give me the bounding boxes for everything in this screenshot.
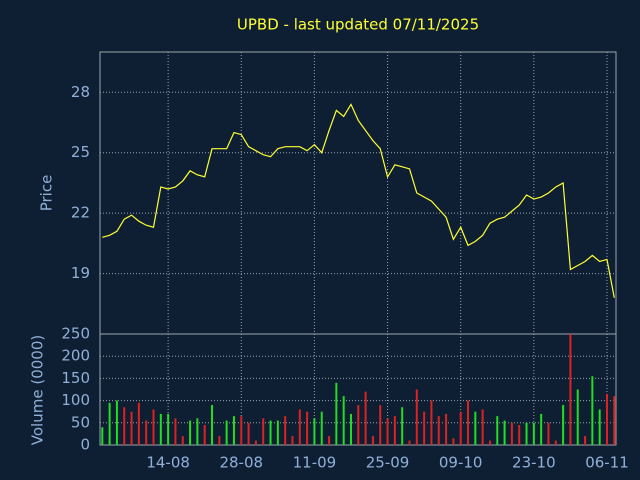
x-tick-label: 06-11	[585, 454, 629, 472]
volume-bar	[525, 422, 528, 445]
volume-bar	[342, 396, 345, 445]
volume-axis-label: Volume (0000)	[29, 335, 47, 445]
price-axis-label: Price	[38, 175, 56, 212]
volume-bar	[576, 389, 579, 445]
volume-bar	[225, 420, 228, 445]
volume-bar	[474, 411, 477, 445]
volume-bar	[181, 436, 184, 445]
volume-bar	[203, 425, 206, 445]
y-tick-label: 250	[61, 325, 90, 343]
volume-bar	[115, 400, 118, 445]
volume-bar	[598, 409, 601, 445]
volume-bar	[349, 413, 352, 445]
x-tick-label: 28-08	[219, 454, 263, 472]
y-tick-label: 22	[71, 204, 90, 222]
volume-bar	[313, 418, 316, 445]
volume-bar	[262, 418, 265, 445]
volume-bar	[101, 427, 104, 445]
volume-bar	[254, 440, 257, 445]
volume-bar	[437, 416, 440, 445]
volume-bar	[452, 438, 455, 445]
volume-bar	[547, 422, 550, 445]
y-tick-label: 0	[80, 436, 90, 454]
volume-bar	[247, 422, 250, 445]
volume-bar	[328, 436, 331, 445]
volume-bar	[306, 411, 309, 445]
volume-bar	[320, 411, 323, 445]
volume-bar	[335, 382, 338, 445]
volume-bar	[584, 436, 587, 445]
volume-bar	[291, 436, 294, 445]
volume-bar	[481, 409, 484, 445]
volume-bar	[408, 440, 411, 445]
x-tick-label: 25-09	[366, 454, 410, 472]
price-line	[102, 103, 615, 298]
volume-bar	[605, 393, 608, 445]
volume-bar	[591, 376, 594, 445]
volume-bar	[393, 416, 396, 445]
volume-bar	[401, 407, 404, 445]
x-tick-label: 09-10	[439, 454, 483, 472]
volume-bar	[423, 411, 426, 445]
volume-bar	[613, 396, 616, 445]
volume-bar	[211, 405, 214, 445]
y-tick-label: 150	[61, 369, 90, 387]
volume-bar	[298, 409, 301, 445]
volume-bar	[159, 413, 162, 445]
volume-bar	[123, 407, 126, 445]
y-tick-label: 25	[71, 143, 90, 161]
volume-bar	[276, 420, 279, 445]
volume-bar	[488, 440, 491, 445]
volume-bar	[189, 420, 192, 445]
volume-bar	[108, 402, 111, 445]
y-tick-label: 19	[71, 264, 90, 282]
y-tick-label: 100	[61, 391, 90, 409]
volume-bar	[430, 400, 433, 445]
volume-bar	[137, 402, 140, 445]
chart-title: UPBD - last updated 07/11/2025	[237, 16, 479, 34]
volume-bar	[562, 405, 565, 445]
x-tick-label: 23-10	[512, 454, 556, 472]
volume-bar	[554, 440, 557, 445]
price-frame	[99, 51, 617, 335]
volume-bar	[379, 405, 382, 445]
volume-bar	[232, 416, 235, 445]
volume-bar	[218, 436, 221, 445]
volume-bar	[240, 416, 243, 445]
volume-bar	[152, 409, 155, 445]
x-tick-label: 11-09	[293, 454, 337, 472]
volume-bar	[459, 411, 462, 445]
volume-bar	[415, 389, 418, 445]
volume-bar	[518, 425, 521, 445]
volume-bar	[167, 413, 170, 445]
volume-bar	[569, 334, 572, 445]
y-tick-label: 200	[61, 347, 90, 365]
y-tick-label: 50	[71, 413, 90, 431]
volume-bar	[269, 420, 272, 445]
volume-bar	[174, 418, 177, 445]
volume-bar	[496, 416, 499, 445]
x-tick-label: 14-08	[146, 454, 190, 472]
volume-bar	[386, 418, 389, 445]
volume-bar	[532, 422, 535, 445]
volume-bar	[196, 418, 199, 445]
volume-bar	[284, 416, 287, 445]
volume-bar	[540, 413, 543, 445]
volume-bar	[364, 391, 367, 445]
volume-bar	[510, 422, 513, 445]
volume-bar	[467, 400, 470, 445]
volume-bar	[145, 420, 148, 445]
volume-bar	[503, 420, 506, 445]
volume-bar	[371, 436, 374, 445]
volume-bar	[445, 413, 448, 445]
volume-bar	[130, 411, 133, 445]
volume-bar	[357, 405, 360, 445]
y-tick-label: 28	[71, 83, 90, 101]
